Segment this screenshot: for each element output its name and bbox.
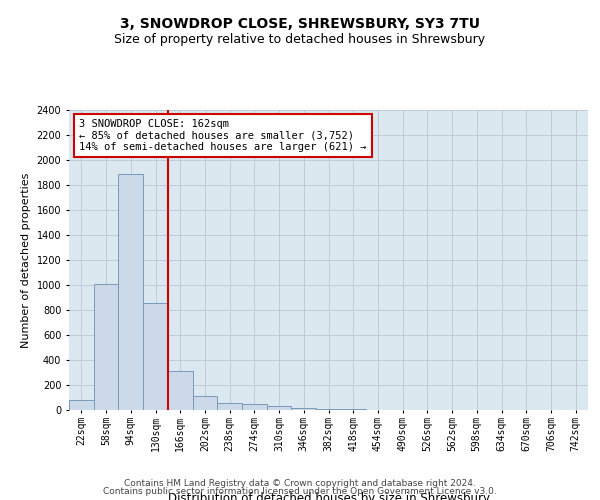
Bar xyxy=(118,174,143,410)
Bar xyxy=(316,409,341,410)
Text: Contains HM Land Registry data © Crown copyright and database right 2024.: Contains HM Land Registry data © Crown c… xyxy=(124,478,476,488)
Text: 3, SNOWDROP CLOSE, SHREWSBURY, SY3 7TU: 3, SNOWDROP CLOSE, SHREWSBURY, SY3 7TU xyxy=(120,18,480,32)
Text: Contains public sector information licensed under the Open Government Licence v3: Contains public sector information licen… xyxy=(103,487,497,496)
Bar xyxy=(168,371,193,410)
Bar xyxy=(69,400,94,410)
Text: 3 SNOWDROP CLOSE: 162sqm
← 85% of detached houses are smaller (3,752)
14% of sem: 3 SNOWDROP CLOSE: 162sqm ← 85% of detach… xyxy=(79,119,367,152)
Bar xyxy=(143,302,168,410)
X-axis label: Distribution of detached houses by size in Shrewsbury: Distribution of detached houses by size … xyxy=(167,492,490,500)
Bar xyxy=(292,408,316,410)
Text: Size of property relative to detached houses in Shrewsbury: Size of property relative to detached ho… xyxy=(115,32,485,46)
Y-axis label: Number of detached properties: Number of detached properties xyxy=(21,172,31,348)
Bar xyxy=(242,404,267,410)
Bar xyxy=(94,284,118,410)
Bar xyxy=(267,406,292,410)
Bar xyxy=(193,396,217,410)
Bar xyxy=(217,403,242,410)
